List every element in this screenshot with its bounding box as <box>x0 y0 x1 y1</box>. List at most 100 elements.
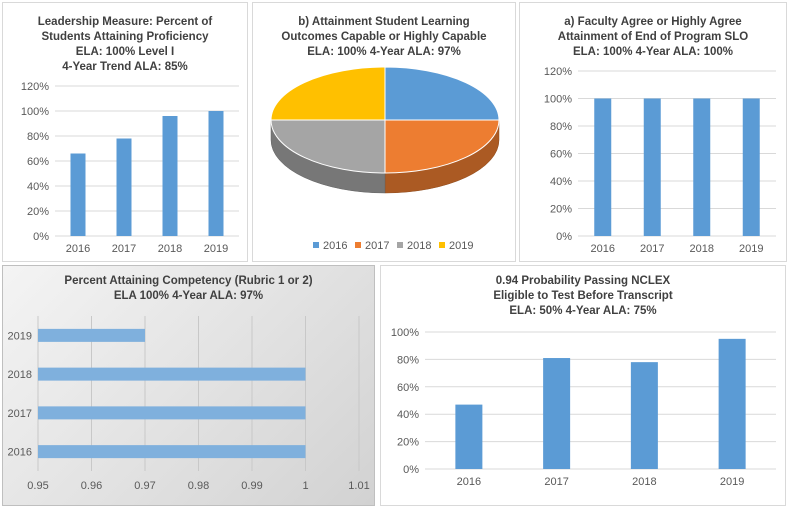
bar <box>643 98 661 236</box>
title-line: Percent Attaining Competency (Rubric 1 o… <box>64 275 313 287</box>
x-tick-label: 1 <box>302 480 308 492</box>
y-tick-label: 40% <box>397 409 419 421</box>
x-tick-label: 2018 <box>690 243 714 255</box>
chart-panel-competency: Percent Attaining Competency (Rubric 1 o… <box>2 265 375 506</box>
legend-label: 2017 <box>365 240 389 252</box>
bar <box>630 362 658 469</box>
x-tick-label: 2019 <box>739 243 763 255</box>
y-tick-label: 60% <box>397 382 419 394</box>
title-line: ELA: 50% 4-Year ALA: 75% <box>509 305 657 317</box>
x-tick-label: 2017 <box>640 243 664 255</box>
title-line: 0.94 Probability Passing NCLEX <box>495 275 671 287</box>
y-tick-label: 2016 <box>8 447 32 459</box>
x-tick-label: 2019 <box>720 476 744 488</box>
chart-faculty: 0% 20% 40% 60% 80% 100% 120% 2016 2017 2018 2019 <box>544 66 776 255</box>
bar <box>742 98 760 236</box>
y-tick-label: 2018 <box>8 369 32 381</box>
x-tick-label: 2018 <box>632 476 656 488</box>
title-line: Leadership Measure: Percent of <box>37 16 213 28</box>
bar <box>543 358 571 469</box>
y-tick-label: 20% <box>27 206 49 218</box>
bar <box>693 98 711 236</box>
x-tick-label: 1.01 <box>348 480 369 492</box>
pie-slice <box>270 119 386 174</box>
y-tick-label: 80% <box>27 131 49 143</box>
bar <box>718 338 746 469</box>
y-tick-label: 0% <box>556 231 572 243</box>
legend-label: 2019 <box>449 240 473 252</box>
y-tick-label: 40% <box>550 176 572 188</box>
y-tick-label: 2019 <box>8 330 32 342</box>
y-tick-label: 120% <box>21 81 49 93</box>
y-tick-label: 60% <box>550 149 572 161</box>
pie-slice <box>384 66 500 121</box>
legend-label: 2016 <box>323 240 347 252</box>
y-tick-label: 0% <box>403 464 419 476</box>
bar <box>38 367 306 381</box>
title-line: ELA 100% 4-Year ALA: 97% <box>113 290 264 302</box>
chart-nclex: 0% 20% 40% 60% 80% 100% 2016 2017 2018 2019 <box>391 327 776 488</box>
legend-swatch <box>439 242 445 248</box>
bar <box>208 111 224 236</box>
chart-panel-faculty: a) Faculty Agree or Highly Agree Attainm… <box>519 2 787 262</box>
bar <box>38 445 306 459</box>
x-tick-label: 2017 <box>112 243 136 255</box>
x-tick-label: 2016 <box>66 243 90 255</box>
y-tick-label: 100% <box>544 94 572 106</box>
title-line: a) Faculty Agree or Highly Agree <box>564 16 742 28</box>
bar <box>70 153 86 236</box>
y-tick-label: 100% <box>391 327 419 339</box>
y-tick-label: 100% <box>21 106 49 118</box>
bar <box>594 98 612 236</box>
bar <box>455 404 483 469</box>
title-line: Students Attaining Proficiency <box>41 31 209 43</box>
chart-title-faculty: a) Faculty Agree or Highly Agree Attainm… <box>520 15 786 60</box>
title-line: Eligible to Test Before Transcript <box>493 290 673 302</box>
y-tick-label: 2017 <box>8 408 32 420</box>
chart-title-nclex: 0.94 Probability Passing NCLEX Eligible … <box>381 274 785 319</box>
title-line: Outcomes Capable or Highly Capable <box>281 31 487 43</box>
legend-swatch <box>313 242 319 248</box>
y-tick-label: 20% <box>397 437 419 449</box>
pie-slice <box>384 119 500 174</box>
y-tick-label: 60% <box>27 156 49 168</box>
legend-swatch <box>355 242 361 248</box>
title-line: 4-Year Trend ALA: 85% <box>62 61 188 73</box>
chart-title-leadership: Leadership Measure: Percent of Students … <box>3 15 247 75</box>
legend-label: 2018 <box>407 240 431 252</box>
x-tick-label: 0.98 <box>188 480 209 492</box>
chart-attainment: 2016 2017 2018 2019 <box>270 66 500 252</box>
pie-slice <box>270 66 386 121</box>
chart-panel-nclex: 0.94 Probability Passing NCLEX Eligible … <box>380 265 786 506</box>
chart-panel-leadership: Leadership Measure: Percent of Students … <box>2 2 248 262</box>
x-tick-label: 2018 <box>158 243 182 255</box>
x-tick-label: 2019 <box>204 243 228 255</box>
title-line: ELA: 100% Level I <box>75 46 175 58</box>
bar <box>38 328 145 342</box>
x-tick-label: 0.96 <box>81 480 102 492</box>
x-tick-label: 2017 <box>544 476 568 488</box>
title-line: b) Attainment Student Learning <box>298 16 470 28</box>
x-tick-label: 0.95 <box>27 480 48 492</box>
x-tick-label: 0.97 <box>134 480 155 492</box>
chart-leadership: 0% 20% 40% 60% 80% 100% 120% 2016 2017 2018 2019 <box>21 81 239 255</box>
bar <box>38 406 306 420</box>
bar <box>162 116 178 236</box>
y-tick-label: 20% <box>550 204 572 216</box>
x-tick-label: 2016 <box>591 243 615 255</box>
title-line: Attainment of End of Program SLO <box>557 31 749 43</box>
y-tick-label: 80% <box>550 121 572 133</box>
bar <box>116 138 132 236</box>
title-line: ELA: 100% 4-Year ALA: 100% <box>572 46 733 58</box>
x-tick-label: 2016 <box>457 476 481 488</box>
chart-panel-attainment: b) Attainment Student Learning Outcomes … <box>252 2 516 262</box>
y-tick-label: 80% <box>397 354 419 366</box>
y-tick-label: 40% <box>27 181 49 193</box>
legend-swatch <box>397 242 403 248</box>
chart-title-competency: Percent Attaining Competency (Rubric 1 o… <box>3 274 374 304</box>
chart-competency: 0.95 0.96 0.97 0.98 0.99 1 1.01 2016 2017 2018 201… <box>8 316 370 492</box>
y-tick-label: 0% <box>33 231 49 243</box>
title-line: ELA: 100% 4-Year ALA: 97% <box>307 46 461 58</box>
y-tick-label: 120% <box>544 66 572 78</box>
chart-title-attainment: b) Attainment Student Learning Outcomes … <box>253 15 515 60</box>
